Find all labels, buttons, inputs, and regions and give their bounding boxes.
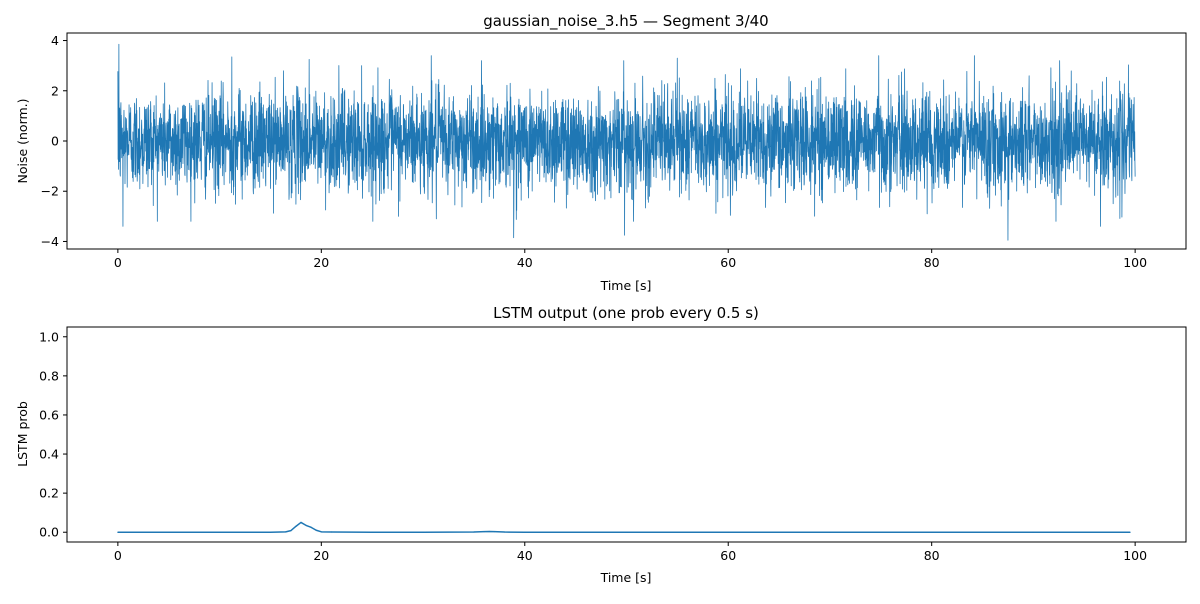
y-tick-label: 2	[51, 83, 59, 98]
lstm-data-point	[473, 531, 475, 533]
lstm-data-point	[290, 530, 292, 532]
y-tick-label: 0.0	[39, 525, 59, 540]
lstm-data-point	[269, 531, 272, 533]
lstm-data-point	[503, 531, 506, 533]
y-tick-label: 0	[51, 134, 59, 149]
lstm-data-point	[488, 530, 490, 533]
lstm-data-point	[931, 531, 933, 533]
y-tick-label: 0.8	[39, 368, 59, 383]
lstm-data-point	[422, 531, 424, 533]
noise-panel: gaussian_noise_3.h5 — Segment 3/40 0 20 40…	[15, 12, 1187, 293]
x-tick-label: 80	[924, 548, 940, 563]
noise-y-ticks: −4 −2 0 2 4	[41, 33, 67, 249]
noise-plot-area	[117, 43, 1136, 241]
x-tick-label: 60	[720, 548, 736, 563]
x-tick-label: 0	[114, 548, 122, 563]
lstm-data-point	[1032, 531, 1035, 533]
noise-chart-title: gaussian_noise_3.h5 — Segment 3/40	[483, 12, 768, 31]
lstm-data-point	[1129, 531, 1131, 533]
lstm-data-point	[625, 531, 628, 533]
lstm-data-point	[320, 531, 322, 533]
lstm-data-point	[727, 531, 729, 533]
x-tick-label: 20	[313, 548, 329, 563]
lstm-data-point	[295, 525, 297, 527]
x-tick-label: 40	[517, 255, 533, 270]
lstm-data-point	[371, 531, 373, 533]
lstm-x-axis-label: Time [s]	[600, 570, 652, 585]
y-tick-label: 4	[51, 33, 59, 48]
noise-x-axis-label: Time [s]	[600, 278, 652, 293]
x-tick-label: 60	[720, 255, 736, 270]
lstm-data-point	[829, 531, 831, 533]
lstm-series-line	[117, 521, 1131, 533]
y-tick-label: 0.2	[39, 486, 59, 501]
x-tick-label: 40	[517, 548, 533, 563]
lstm-panel: LSTM output (one prob every 0.5 s) 0 20 40…	[15, 304, 1187, 585]
lstm-data-point	[315, 529, 317, 531]
noise-y-axis-label: Noise (norm.)	[15, 98, 30, 183]
lstm-plot-area	[117, 521, 1131, 533]
lstm-chart-title: LSTM output (one prob every 0.5 s)	[493, 304, 759, 322]
y-tick-label: −4	[41, 234, 59, 249]
y-tick-label: 0.4	[39, 447, 59, 462]
lstm-data-point	[168, 531, 170, 533]
x-tick-label: 20	[313, 255, 329, 270]
y-tick-label: 1.0	[39, 329, 59, 344]
lstm-data-point	[493, 531, 495, 533]
lstm-y-ticks: 0.0 0.2 0.4 0.6 0.8 1.0	[39, 329, 67, 540]
lstm-data-point	[305, 524, 307, 526]
lstm-data-point	[285, 531, 287, 533]
lstm-y-axis-label: LSTM prob	[15, 401, 30, 467]
x-tick-label: 0	[114, 255, 122, 270]
lstm-data-point	[330, 531, 333, 533]
noise-series-line	[117, 43, 1136, 241]
lstm-axes-frame	[66, 326, 1187, 543]
lstm-x-ticks: 0 20 40 60 80 100	[114, 542, 1147, 563]
x-tick-label: 100	[1123, 548, 1147, 563]
lstm-data-point	[524, 531, 526, 533]
x-tick-label: 100	[1123, 255, 1147, 270]
y-tick-label: −2	[41, 184, 59, 199]
lstm-data-point	[300, 521, 302, 524]
lstm-data-point	[117, 531, 119, 533]
x-tick-label: 80	[924, 255, 940, 270]
y-tick-label: 0.6	[39, 407, 59, 422]
lstm-data-point	[218, 531, 221, 533]
noise-x-ticks: 0 20 40 60 80 100	[114, 249, 1147, 270]
lstm-data-point	[483, 531, 485, 533]
lstm-data-point	[310, 526, 312, 528]
